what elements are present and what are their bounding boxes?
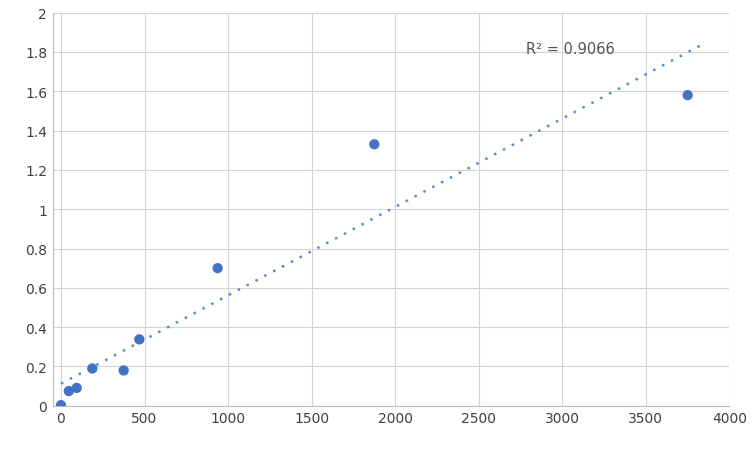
Text: R² = 0.9066: R² = 0.9066 bbox=[526, 42, 614, 57]
Point bbox=[71, 384, 83, 391]
Point bbox=[211, 265, 223, 272]
Point bbox=[681, 92, 693, 100]
Point bbox=[117, 367, 129, 374]
Point bbox=[55, 402, 67, 409]
Point bbox=[86, 365, 99, 372]
Point bbox=[368, 141, 381, 148]
Point bbox=[63, 387, 75, 395]
Point bbox=[133, 336, 145, 343]
